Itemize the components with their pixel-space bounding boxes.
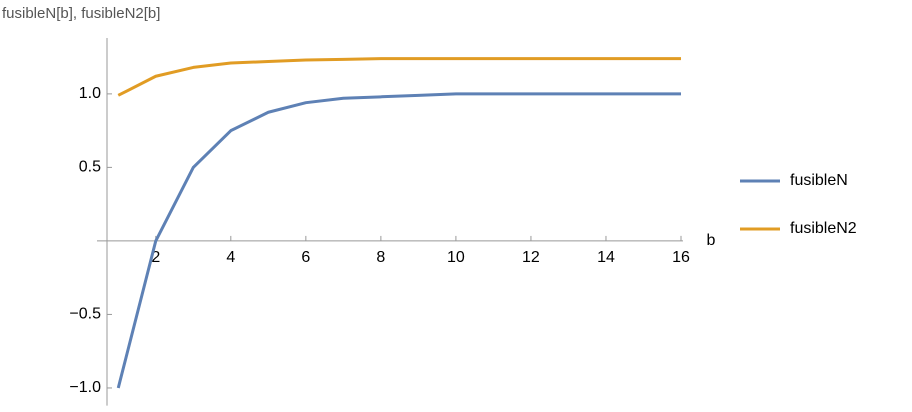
x-tick-label: 16	[672, 249, 690, 266]
series-line	[116, 92, 681, 389]
y-tick-label: −1.0	[69, 379, 101, 396]
x-tick-label: 4	[226, 249, 235, 266]
x-tick-label: 14	[597, 249, 615, 266]
x-axis-label: b	[707, 232, 716, 249]
y-tick-label: −0.5	[69, 306, 101, 323]
y-tick-label: 1.0	[79, 85, 101, 102]
legend-label: fusibleN2	[790, 220, 857, 237]
x-tick-label: 6	[301, 249, 310, 266]
legend-label: fusibleN	[790, 172, 848, 189]
x-tick-label: 8	[376, 249, 385, 266]
x-tick-label: 10	[447, 249, 465, 266]
y-tick-label: 0.5	[79, 159, 101, 176]
x-tick-label: 2	[151, 249, 160, 266]
series-line	[117, 57, 681, 97]
x-tick-label: 12	[522, 249, 540, 266]
chart-title: fusibleN[b], fusibleN2[b]	[2, 5, 160, 22]
